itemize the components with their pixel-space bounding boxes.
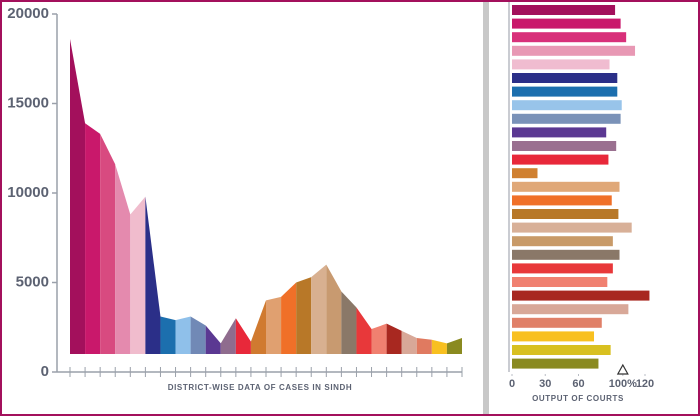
- target-marker: [616, 363, 629, 375]
- area-segment: [205, 325, 221, 354]
- area-segment: [296, 277, 312, 354]
- bar: [512, 45, 636, 56]
- divider: [483, 2, 489, 414]
- y-tick-label: 20000: [7, 5, 49, 22]
- bar: [512, 113, 621, 124]
- area-segment: [115, 164, 131, 354]
- area-segment: [386, 323, 402, 354]
- y-tick-label: 0: [41, 363, 49, 380]
- area-segment: [250, 300, 266, 354]
- bar: [512, 209, 619, 219]
- bar: [512, 195, 612, 206]
- x-tick-label: 100%: [609, 378, 637, 390]
- x-tick-label: 60: [572, 378, 584, 390]
- area-segment: [235, 318, 251, 354]
- area-segment: [130, 196, 146, 354]
- bar: [512, 304, 629, 315]
- bar: [512, 59, 610, 70]
- bar: [512, 18, 621, 29]
- bar: [512, 168, 538, 179]
- bar: [512, 73, 618, 83]
- area-segment: [266, 296, 282, 354]
- area-segment: [190, 316, 206, 354]
- area-segment: [311, 264, 327, 354]
- bar: [512, 154, 609, 165]
- bar: [512, 358, 599, 369]
- bar: [512, 100, 622, 111]
- bar: [512, 32, 627, 43]
- x-axis-label: DISTRICT-WISE DATA OF CASES IN SINDH: [168, 383, 353, 392]
- bar: [512, 181, 620, 192]
- bar: [512, 141, 617, 151]
- bar: [512, 277, 608, 287]
- bar: [512, 5, 616, 15]
- area-segment: [431, 339, 447, 354]
- area-segment: [175, 316, 191, 354]
- area-segment: [220, 318, 236, 354]
- bar: [512, 127, 607, 138]
- area-segment: [281, 282, 297, 354]
- x-tick-label: 120: [636, 378, 654, 390]
- bar: [512, 290, 650, 301]
- y-tick-label: 5000: [16, 273, 49, 290]
- bar: [512, 263, 613, 274]
- bar: [512, 249, 620, 260]
- area-segment: [341, 291, 357, 354]
- area-segment: [371, 323, 387, 354]
- x-axis-label: OUTPUT OF COURTS: [532, 394, 624, 403]
- area-segment: [446, 337, 462, 354]
- area-segment: [326, 264, 342, 354]
- bar: [512, 331, 595, 342]
- bar: [512, 222, 632, 233]
- area-segment: [70, 39, 86, 355]
- area-segment: [145, 196, 161, 354]
- bar: [512, 317, 602, 328]
- y-tick-label: 10000: [7, 184, 49, 201]
- bar: [512, 345, 611, 355]
- area-segment: [85, 123, 101, 354]
- area-segment: [416, 337, 432, 354]
- area-segment: [401, 330, 417, 354]
- bar: [512, 86, 618, 97]
- x-tick-label: 30: [539, 378, 551, 390]
- y-tick-label: 15000: [7, 94, 49, 111]
- area-segment: [100, 133, 116, 354]
- x-tick-label: 0: [509, 378, 515, 390]
- area-segment: [160, 316, 176, 354]
- area-segment: [356, 307, 372, 354]
- bar: [512, 236, 613, 247]
